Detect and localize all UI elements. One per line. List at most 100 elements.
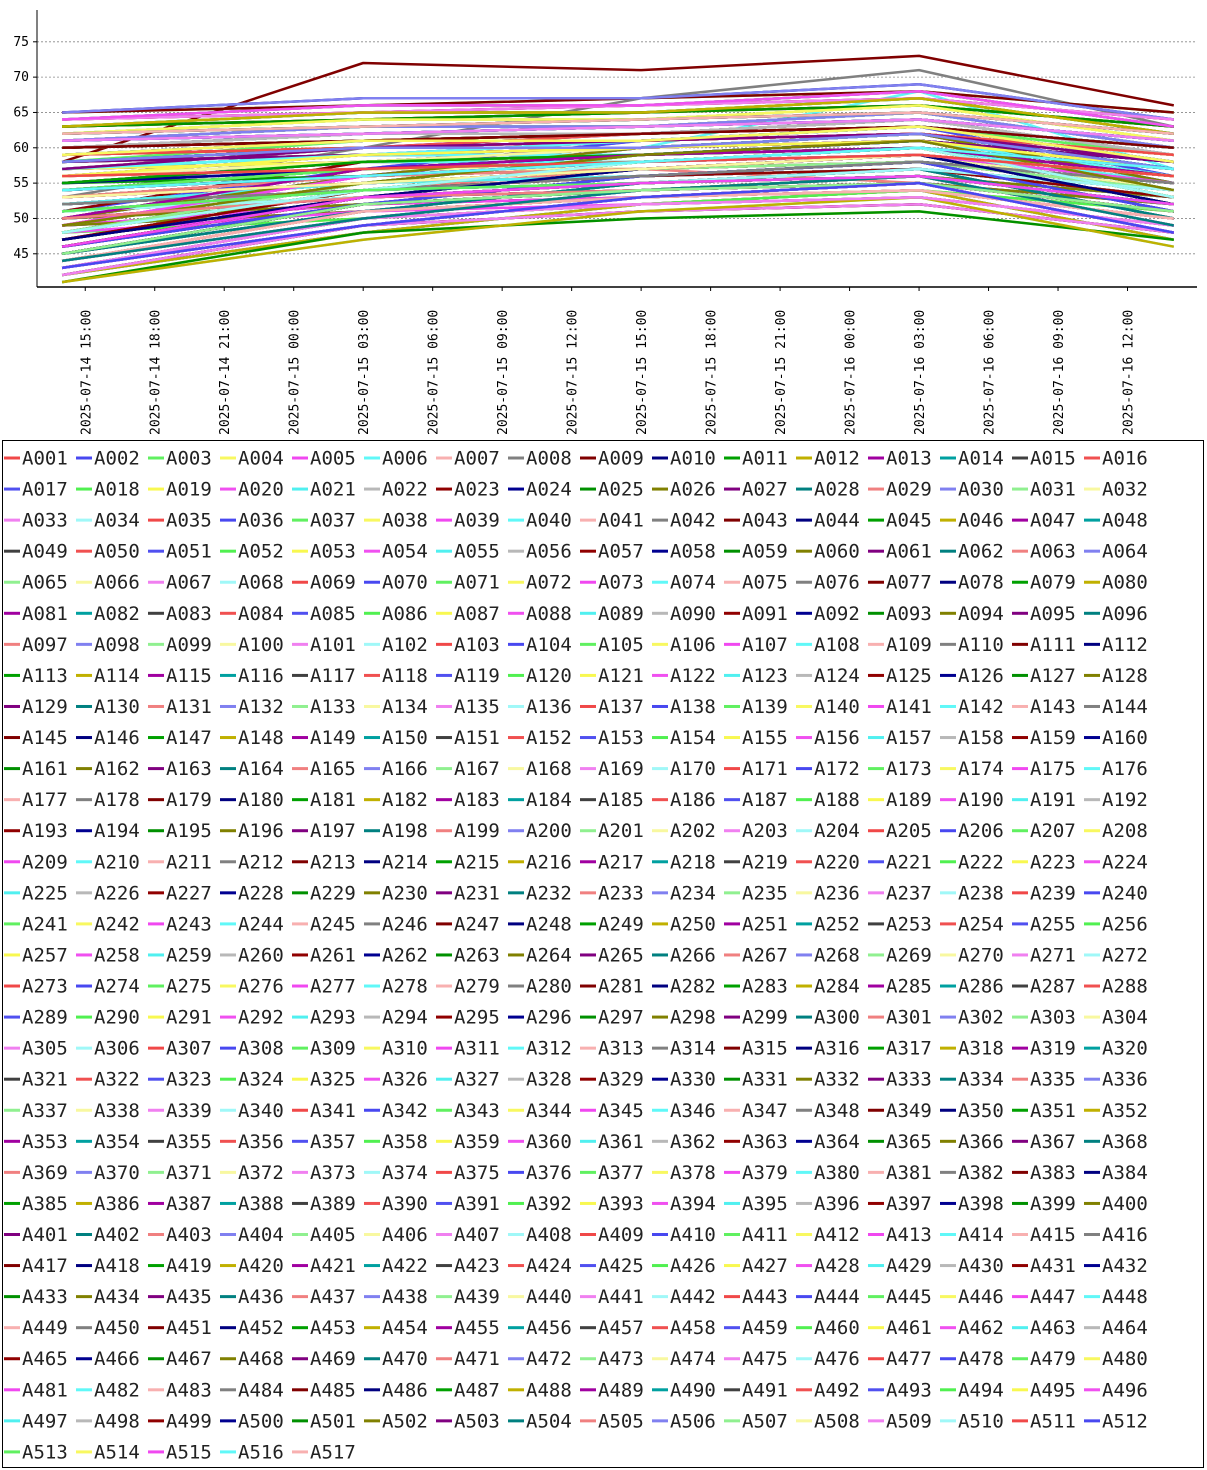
legend-label: A286 bbox=[958, 976, 1004, 998]
legend-label: A517 bbox=[310, 1441, 356, 1463]
legend-label: A326 bbox=[382, 1069, 428, 1091]
legend-label: A108 bbox=[814, 634, 860, 656]
legend-label: A036 bbox=[238, 510, 284, 532]
legend-label: A270 bbox=[958, 944, 1004, 966]
legend-label: A481 bbox=[22, 1379, 68, 1401]
legend-label: A413 bbox=[886, 1224, 932, 1246]
legend-label: A338 bbox=[94, 1100, 140, 1122]
legend-label: A134 bbox=[382, 696, 428, 718]
legend-label: A244 bbox=[238, 913, 284, 935]
legend-label: A414 bbox=[958, 1224, 1004, 1246]
legend-label: A090 bbox=[670, 603, 716, 625]
legend-label: A052 bbox=[238, 541, 284, 563]
legend-label: A457 bbox=[598, 1317, 644, 1339]
legend-label: A080 bbox=[1102, 572, 1148, 594]
legend-label: A111 bbox=[1030, 634, 1076, 656]
legend-label: A234 bbox=[670, 882, 716, 904]
legend-label: A374 bbox=[382, 1162, 428, 1184]
y-tick-label: 50 bbox=[13, 211, 29, 226]
legend-label: A222 bbox=[958, 851, 1004, 873]
legend-label: A214 bbox=[382, 851, 428, 873]
legend-label: A364 bbox=[814, 1131, 860, 1153]
legend-label: A135 bbox=[454, 696, 500, 718]
legend-label: A399 bbox=[1030, 1193, 1076, 1215]
legend-label: A227 bbox=[166, 882, 212, 904]
legend-label: A017 bbox=[22, 479, 68, 501]
legend-label: A297 bbox=[598, 1007, 644, 1029]
legend-label: A404 bbox=[238, 1224, 284, 1246]
y-tick-label: 65 bbox=[13, 105, 29, 120]
legend-label: A377 bbox=[598, 1162, 644, 1184]
legend-label: A097 bbox=[22, 634, 68, 656]
legend-label: A460 bbox=[814, 1317, 860, 1339]
legend-label: A153 bbox=[598, 727, 644, 749]
legend-label: A358 bbox=[382, 1131, 428, 1153]
legend-label: A505 bbox=[598, 1410, 644, 1432]
legend-label: A112 bbox=[1102, 634, 1148, 656]
legend-label: A253 bbox=[886, 913, 932, 935]
legend-label: A489 bbox=[598, 1379, 644, 1401]
legend-label: A256 bbox=[1102, 913, 1148, 935]
legend-label: A502 bbox=[382, 1410, 428, 1432]
legend-label: A005 bbox=[310, 448, 356, 470]
legend-label: A441 bbox=[598, 1286, 644, 1308]
legend-label: A381 bbox=[886, 1162, 932, 1184]
legend-label: A309 bbox=[310, 1038, 356, 1060]
legend-label: A432 bbox=[1102, 1255, 1148, 1277]
legend-label: A093 bbox=[886, 603, 932, 625]
legend-label: A040 bbox=[526, 510, 572, 532]
legend-label: A337 bbox=[22, 1100, 68, 1122]
legend-label: A398 bbox=[958, 1193, 1004, 1215]
legend-label: A397 bbox=[886, 1193, 932, 1215]
legend-label: A116 bbox=[238, 665, 284, 687]
legend-label: A476 bbox=[814, 1348, 860, 1370]
legend-label: A293 bbox=[310, 1007, 356, 1029]
legend-label: A372 bbox=[238, 1162, 284, 1184]
legend-label: A110 bbox=[958, 634, 1004, 656]
legend-label: A241 bbox=[22, 913, 68, 935]
legend-label: A171 bbox=[742, 758, 788, 780]
legend-label: A176 bbox=[1102, 758, 1148, 780]
legend-label: A272 bbox=[1102, 944, 1148, 966]
legend-label: A185 bbox=[598, 789, 644, 811]
legend-label: A340 bbox=[238, 1100, 284, 1122]
legend-label: A512 bbox=[1102, 1410, 1148, 1432]
legend-label: A447 bbox=[1030, 1286, 1076, 1308]
legend-label: A333 bbox=[886, 1069, 932, 1091]
legend-label: A331 bbox=[742, 1069, 788, 1091]
legend-label: A060 bbox=[814, 541, 860, 563]
legend-label: A115 bbox=[166, 665, 212, 687]
x-tick-label: 2025-07-14 21:00 bbox=[218, 310, 233, 435]
legend-label: A023 bbox=[454, 479, 500, 501]
legend-label: A514 bbox=[94, 1441, 140, 1463]
legend-label: A313 bbox=[598, 1038, 644, 1060]
legend-label: A387 bbox=[166, 1193, 212, 1215]
legend-label: A434 bbox=[94, 1286, 140, 1308]
legend-label: A348 bbox=[814, 1100, 860, 1122]
y-tick-label: 70 bbox=[13, 70, 29, 85]
legend-label: A433 bbox=[22, 1286, 68, 1308]
legend-label: A493 bbox=[886, 1379, 932, 1401]
legend-label: A004 bbox=[238, 448, 284, 470]
legend-label: A431 bbox=[1030, 1255, 1076, 1277]
legend-label: A056 bbox=[526, 541, 572, 563]
legend-label: A228 bbox=[238, 882, 284, 904]
legend-label: A019 bbox=[166, 479, 212, 501]
legend-label: A207 bbox=[1030, 820, 1076, 842]
legend-label: A083 bbox=[166, 603, 212, 625]
legend-label: A283 bbox=[742, 976, 788, 998]
legend-label: A238 bbox=[958, 882, 1004, 904]
legend-label: A308 bbox=[238, 1038, 284, 1060]
legend-label: A499 bbox=[166, 1410, 212, 1432]
legend-label: A488 bbox=[526, 1379, 572, 1401]
legend-label: A419 bbox=[166, 1255, 212, 1277]
legend-label: A204 bbox=[814, 820, 860, 842]
legend-label: A092 bbox=[814, 603, 860, 625]
legend-label: A305 bbox=[22, 1038, 68, 1060]
legend-label: A391 bbox=[454, 1193, 500, 1215]
legend-label: A384 bbox=[1102, 1162, 1148, 1184]
legend-label: A396 bbox=[814, 1193, 860, 1215]
legend-label: A033 bbox=[22, 510, 68, 532]
legend-label: A101 bbox=[310, 634, 356, 656]
legend-label: A081 bbox=[22, 603, 68, 625]
